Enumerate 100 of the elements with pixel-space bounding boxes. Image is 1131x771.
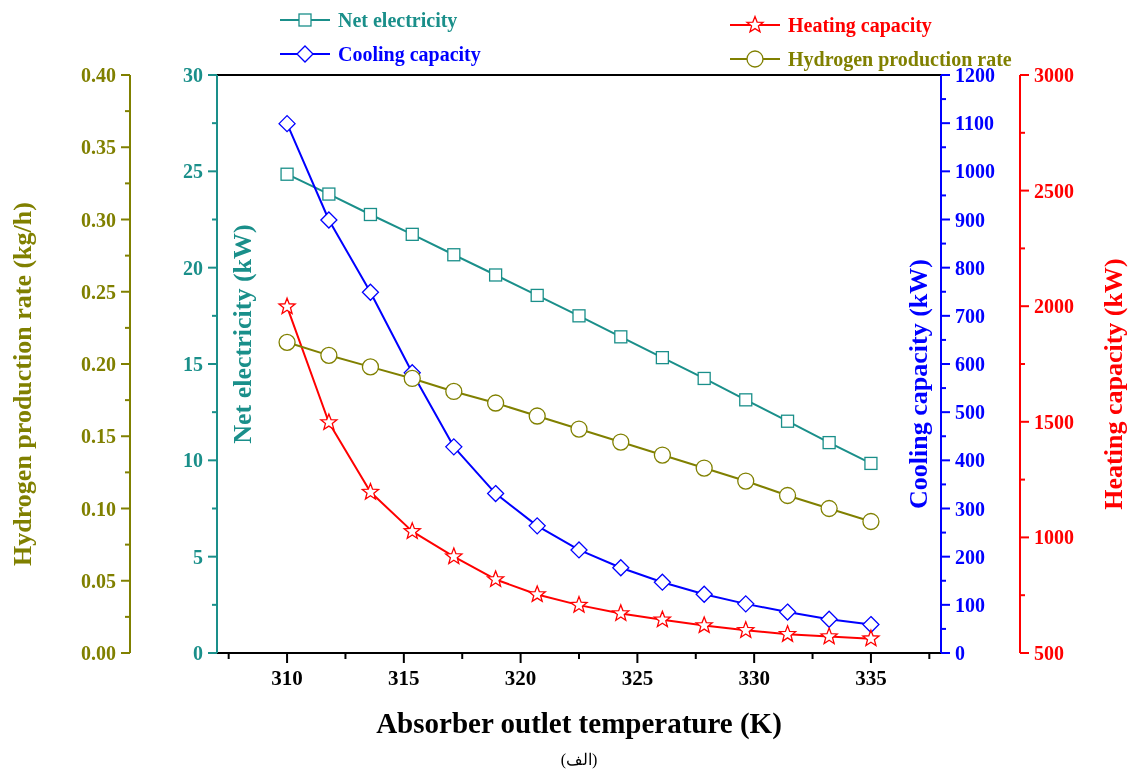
y-tick-label: 20 bbox=[183, 256, 203, 279]
point bbox=[820, 610, 838, 628]
y2-tick-label: 300 bbox=[955, 497, 985, 520]
x-tick-label: 320 bbox=[504, 666, 537, 690]
x-tick-label: 330 bbox=[738, 666, 770, 690]
point bbox=[739, 393, 753, 407]
point bbox=[612, 604, 630, 621]
point bbox=[695, 616, 713, 634]
y-tick-label: 10 bbox=[183, 449, 203, 472]
point bbox=[363, 207, 378, 222]
y3-axis-title: Heating capacity (kW) bbox=[1098, 258, 1128, 510]
y-tick-label: 0.20 bbox=[81, 353, 116, 375]
point bbox=[403, 522, 421, 539]
x-tick-label: 310 bbox=[271, 666, 303, 690]
y2-tick-label: 700 bbox=[955, 304, 985, 327]
y2-tick-label: 600 bbox=[955, 353, 985, 375]
point bbox=[278, 333, 296, 351]
y-tick-label: 25 bbox=[183, 160, 203, 183]
point bbox=[403, 369, 421, 388]
y2-axis-title: Cooling capacity (kW) bbox=[903, 259, 933, 509]
point bbox=[405, 227, 419, 241]
x-axis-title: Absorber outlet temperature (K) bbox=[376, 707, 782, 740]
y3-tick-label: 2000 bbox=[1034, 295, 1074, 318]
y-tick-label: 0 bbox=[193, 642, 203, 664]
point bbox=[655, 350, 670, 365]
point bbox=[572, 309, 586, 323]
y2-tick-label: 200 bbox=[955, 545, 985, 568]
y-tick-label: 0.35 bbox=[81, 136, 116, 159]
point bbox=[697, 371, 711, 386]
point bbox=[278, 115, 296, 133]
point bbox=[278, 297, 296, 315]
legend-label: Net electricity bbox=[338, 9, 458, 32]
point bbox=[778, 603, 797, 621]
y2-tick-label: 800 bbox=[955, 256, 985, 279]
point bbox=[695, 585, 713, 603]
point bbox=[570, 595, 588, 613]
point bbox=[653, 610, 672, 628]
point bbox=[822, 435, 836, 450]
point bbox=[322, 187, 336, 201]
point bbox=[695, 459, 713, 477]
y3-tick-label: 1500 bbox=[1034, 410, 1074, 433]
point bbox=[447, 248, 461, 262]
point bbox=[445, 382, 463, 401]
point bbox=[280, 167, 294, 181]
y2-tick-label: 900 bbox=[955, 208, 985, 231]
point bbox=[820, 499, 838, 518]
point bbox=[320, 211, 338, 229]
point bbox=[612, 559, 630, 577]
x-tick-label: 335 bbox=[855, 666, 887, 690]
point bbox=[320, 346, 338, 364]
y-tick-label: 5 bbox=[193, 545, 203, 568]
point bbox=[570, 541, 588, 559]
point bbox=[445, 547, 463, 565]
point bbox=[361, 482, 380, 500]
legend-label: Heating capacity bbox=[788, 14, 932, 37]
x-tick-label: 325 bbox=[621, 666, 654, 690]
y-tick-label: 0.15 bbox=[81, 425, 116, 448]
y-axis-title: Hydrogen production rate (kg/h) bbox=[7, 202, 37, 566]
point bbox=[486, 484, 505, 503]
point bbox=[862, 615, 880, 634]
point bbox=[653, 446, 672, 464]
point bbox=[737, 621, 755, 638]
y2-tick-label: 500 bbox=[955, 401, 985, 424]
y2-tick-label: 1000 bbox=[955, 160, 995, 183]
x-tick-label: 315 bbox=[388, 666, 420, 690]
point bbox=[528, 585, 546, 603]
point bbox=[486, 394, 505, 412]
point bbox=[864, 456, 878, 471]
y-tick-label: 0.00 bbox=[81, 642, 116, 664]
point bbox=[737, 595, 755, 613]
text: (الف) bbox=[560, 751, 598, 769]
point bbox=[486, 570, 505, 588]
point bbox=[361, 283, 380, 301]
y-tick-label: 30 bbox=[183, 64, 203, 86]
y-tick-label: 15 bbox=[183, 353, 203, 375]
y-tick-label: 0.25 bbox=[81, 280, 116, 303]
legend-label: Cooling capacity bbox=[338, 43, 481, 66]
point bbox=[612, 433, 630, 451]
point bbox=[737, 472, 755, 490]
point bbox=[361, 358, 380, 376]
point bbox=[614, 330, 628, 344]
point bbox=[320, 413, 338, 431]
point bbox=[780, 414, 795, 428]
point bbox=[862, 512, 880, 531]
point bbox=[778, 625, 797, 642]
y-axis-title: Net electricity (kW) bbox=[227, 224, 257, 444]
point bbox=[653, 573, 672, 591]
y3-tick-label: 500 bbox=[1034, 642, 1064, 664]
point bbox=[862, 629, 880, 647]
y2-tick-label: 400 bbox=[955, 449, 985, 472]
y2-tick-label: 0 bbox=[955, 642, 965, 664]
y3-tick-label: 2500 bbox=[1034, 179, 1074, 202]
y-tick-label: 0.10 bbox=[81, 497, 116, 520]
point bbox=[778, 486, 797, 505]
y2-tick-label: 100 bbox=[955, 593, 985, 616]
y3-tick-label: 3000 bbox=[1034, 64, 1074, 86]
point bbox=[445, 438, 463, 456]
point bbox=[820, 627, 838, 645]
point bbox=[488, 268, 503, 282]
point bbox=[528, 407, 546, 425]
